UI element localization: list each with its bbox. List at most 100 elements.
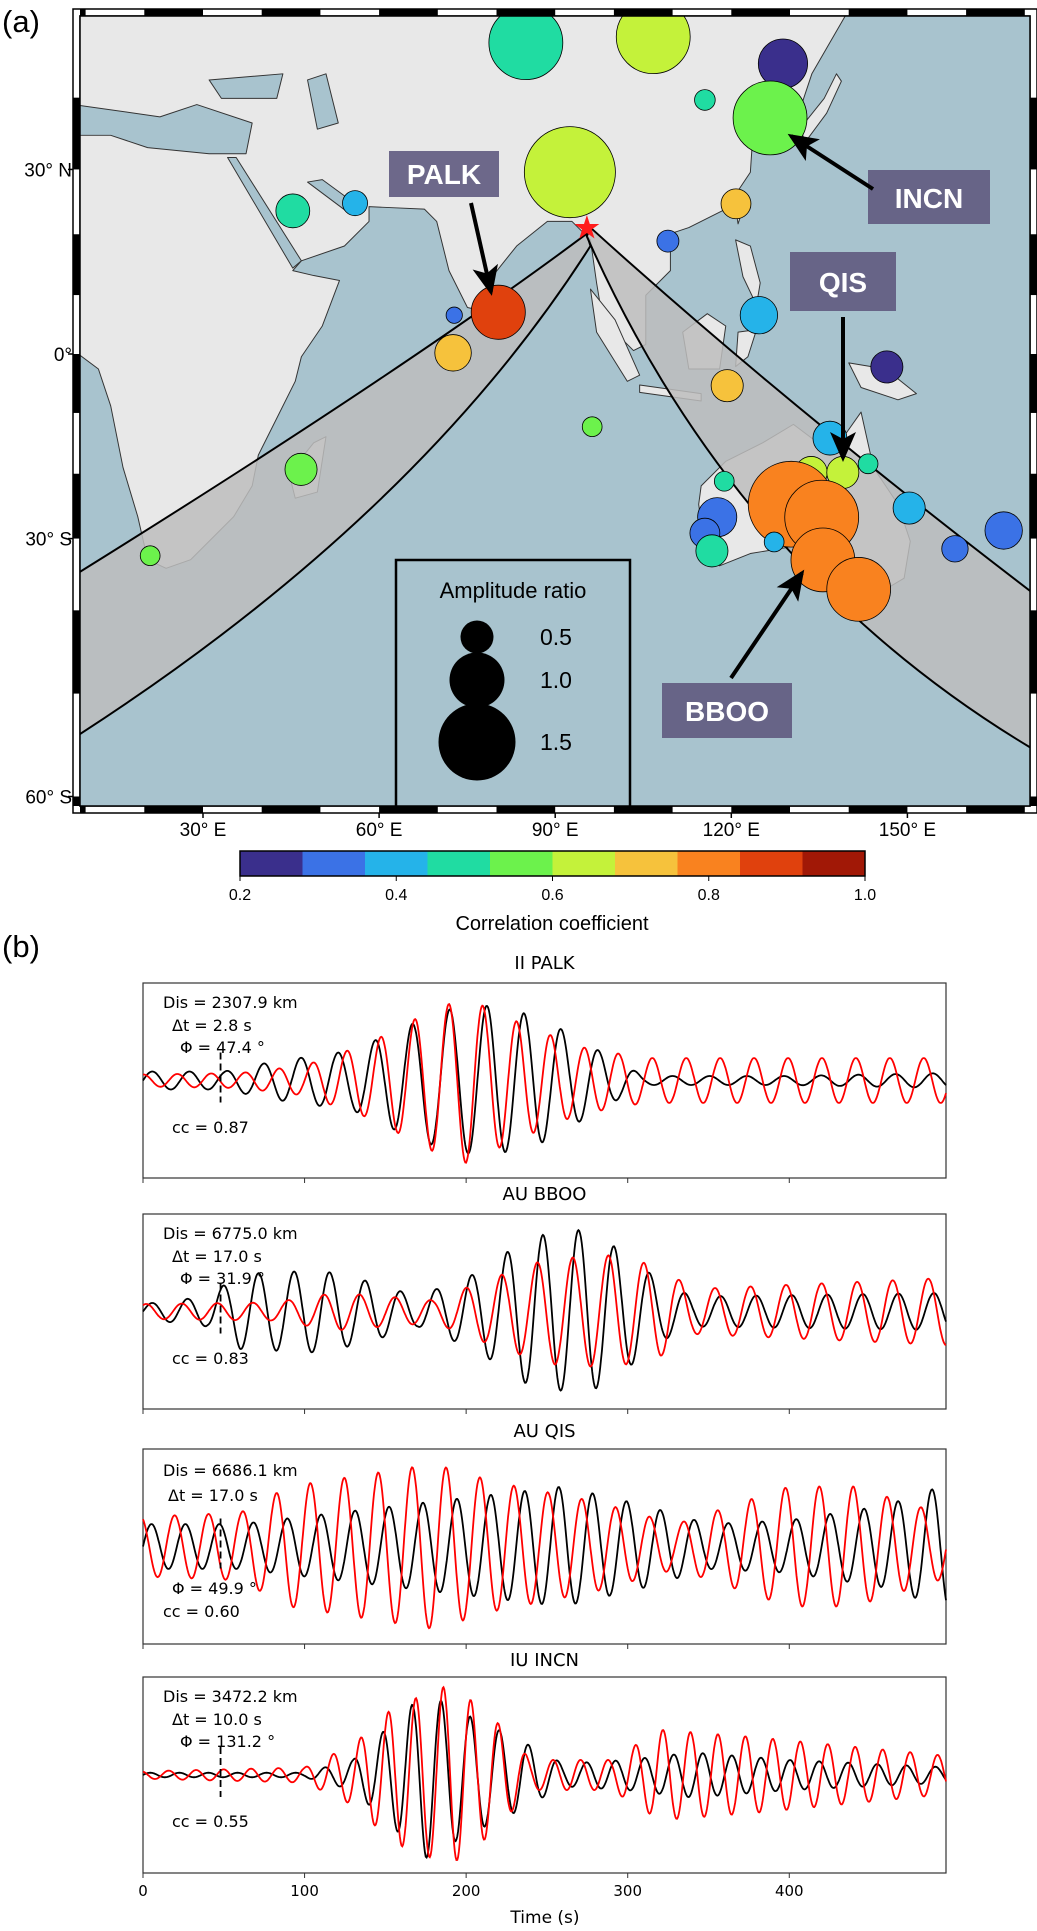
station-marker <box>892 491 926 525</box>
lon-label: 60° E <box>356 820 403 841</box>
callout-label: PALK <box>407 159 481 190</box>
callout-incn: INCN <box>787 133 990 224</box>
x-tick-label: 0 <box>138 1882 148 1900</box>
colorbar-cell <box>365 851 428 876</box>
station-marker <box>857 453 879 475</box>
panel-title: AU BBOO <box>503 1184 587 1205</box>
colorbar-cell <box>802 851 866 876</box>
station-marker <box>581 416 603 437</box>
station-marker <box>342 190 368 217</box>
waveform-panel-iu-incn: IU INCN Dis = 3472.2 km Δt = 10.0 s Φ = 131… <box>138 1650 947 1900</box>
annotation-dt: Δt = 17.0 s <box>168 1486 258 1505</box>
lon-label: 30° E <box>180 820 227 841</box>
colorbar-cell <box>677 851 741 876</box>
map: PALK INCN QIS BBOO Amplitude ratio 0.5 1… <box>80 16 1030 806</box>
x-tick-label: 200 <box>452 1882 481 1900</box>
observed-waveform <box>142 1699 947 1859</box>
annotation-dt: Δt = 10.0 s <box>172 1710 262 1729</box>
x-tick-label: 100 <box>290 1882 319 1900</box>
annotation-dis: Dis = 6686.1 km <box>163 1461 298 1480</box>
waveform-panel-ii-palk: II PALK Dis = 2307.9 km Δt = 2.8 s Φ = 47.4… <box>142 953 947 1183</box>
panel-b-label: (b) <box>2 929 40 964</box>
plot-area <box>142 982 947 1179</box>
legend-title: Amplitude ratio <box>440 578 587 603</box>
station-marker <box>826 557 891 622</box>
lat-label: 0° <box>54 345 72 366</box>
annotation-dis: Dis = 3472.2 km <box>163 1687 298 1706</box>
station-marker <box>284 452 318 486</box>
x-axis-title: Time (s) <box>509 1908 579 1928</box>
station-marker-palk <box>470 284 526 340</box>
synthetic-waveform <box>143 1002 947 1164</box>
station-markers <box>139 16 1023 622</box>
synthetic-waveform <box>142 1466 947 1630</box>
synthetic-waveform <box>142 1254 947 1368</box>
plot-area <box>142 1213 947 1410</box>
lon-label: 150° E <box>879 820 936 841</box>
station-marker <box>763 531 785 553</box>
annotation-dis: Dis = 2307.9 km <box>163 993 298 1012</box>
map-axis-labels: 30° N 0° 30° S 60° S 30° E 60° E 90° E 1… <box>24 160 936 841</box>
station-marker <box>713 470 735 492</box>
synthetic-waveform <box>142 1685 947 1861</box>
station-marker <box>984 511 1023 550</box>
epicenter-star-icon <box>574 215 600 239</box>
station-marker-incn <box>732 80 808 156</box>
station-marker <box>695 534 729 568</box>
callout-label: INCN <box>895 183 963 214</box>
annotation-phi: Φ = 131.2 ° <box>180 1732 275 1751</box>
waveform-panel-au-qis: AU QIS Dis = 6686.1 km Δt = 17.0 s Φ = 49.9… <box>142 1421 947 1649</box>
callout-bboo: BBOO <box>662 569 805 738</box>
philippines <box>735 239 761 306</box>
annotation-phi: Φ = 31.9 ° <box>180 1269 265 1288</box>
lon-label: 120° E <box>703 820 760 841</box>
station-marker <box>434 334 472 372</box>
arrow-icon <box>729 569 805 680</box>
station-marker <box>488 16 564 81</box>
colorbar-cell <box>427 851 491 876</box>
lat-label: 30° N <box>24 160 72 181</box>
x-tick-label: 300 <box>613 1882 642 1900</box>
amplitude-legend: Amplitude ratio 0.5 1.0 1.5 <box>394 558 632 806</box>
annotation-dis: Dis = 6775.0 km <box>163 1224 298 1243</box>
sumatra <box>589 288 641 382</box>
station-marker <box>694 89 716 111</box>
x-tick-label: 400 <box>775 1882 804 1900</box>
colorbar: 0.2 0.4 0.6 0.8 1.0 Correlation coeffici… <box>229 850 876 935</box>
annotation-phi: Φ = 47.4 ° <box>180 1038 265 1057</box>
lon-label: 90° E <box>532 820 579 841</box>
legend-circle <box>460 620 494 654</box>
legend-label: 1.0 <box>540 667 572 693</box>
panel-title: IU INCN <box>510 1650 579 1671</box>
station-marker <box>615 16 691 75</box>
annotation-dt: Δt = 2.8 s <box>172 1016 252 1035</box>
colorbar-cell <box>302 851 366 876</box>
caspian-sea <box>307 73 339 130</box>
colorbar-tick-label: 1.0 <box>854 887 876 904</box>
callout-label: QIS <box>819 267 867 298</box>
mediterranean-sea <box>80 104 253 155</box>
panel-title: II PALK <box>514 953 575 974</box>
callout-palk: PALK <box>389 151 499 296</box>
annotation-cc: cc = 0.87 <box>172 1118 249 1137</box>
colorbar-tick-label: 0.6 <box>541 887 563 904</box>
colorbar-tick-label: 0.4 <box>385 887 407 904</box>
station-marker <box>739 296 778 335</box>
callout-qis: QIS <box>790 252 896 462</box>
station-marker <box>445 306 463 324</box>
annotation-cc: cc = 0.60 <box>163 1602 240 1621</box>
panel-a-label: (a) <box>2 4 40 39</box>
colorbar-cell <box>740 851 803 876</box>
colorbar-cell <box>615 851 678 876</box>
colorbar-cell <box>552 851 616 876</box>
legend-label: 0.5 <box>540 624 572 650</box>
colorbar-cell <box>490 851 553 876</box>
lat-label: 60° S <box>25 787 72 808</box>
station-marker <box>139 545 161 567</box>
arrow-icon <box>469 202 498 296</box>
colorbar-cell <box>240 851 303 876</box>
colorbar-tick-label: 0.8 <box>698 887 720 904</box>
lat-label: 30° S <box>25 530 72 551</box>
red-sea <box>227 156 302 269</box>
callout-label: BBOO <box>685 696 769 727</box>
